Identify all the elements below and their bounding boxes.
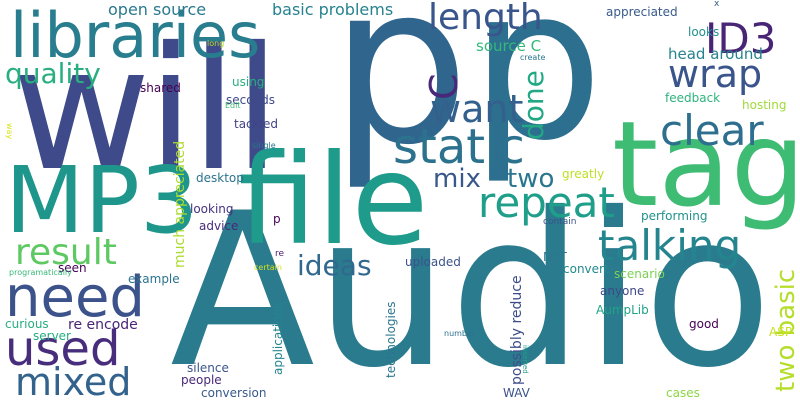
word-head-around: head around: [668, 47, 763, 62]
word-technologies: technologies: [385, 302, 397, 379]
word-p-small: p: [273, 213, 281, 225]
word-mix: mix: [433, 166, 481, 192]
word-aumplib: AumpLib: [596, 304, 649, 316]
word-length: length: [428, 0, 543, 36]
word-desktop: desktop: [196, 172, 244, 184]
word-hosting: hosting: [742, 99, 786, 111]
word-good: good: [689, 318, 719, 330]
word-people: people: [181, 374, 222, 386]
word-convert: convert: [563, 263, 609, 275]
word-server: server: [33, 330, 71, 342]
word-mixed: mixed: [15, 363, 131, 400]
word-anyone: anyone: [600, 285, 644, 297]
word-looks: looks: [688, 26, 719, 38]
word-advice: advice: [199, 220, 238, 232]
word-talking: talking: [598, 225, 741, 267]
word-tackled: tackled: [234, 118, 278, 130]
word-create: create: [520, 54, 545, 62]
word-c: C: [425, 73, 463, 100]
word-appreciated: appreciated: [606, 6, 678, 18]
word-edit: Edit: [225, 102, 241, 110]
word-greatly: greatly: [562, 168, 604, 180]
word-feedback: feedback: [665, 92, 720, 104]
word-example: example: [128, 273, 180, 285]
word-number: number: [444, 330, 475, 338]
word-source-c: source C: [476, 39, 541, 54]
word-re-encode: re encode: [68, 318, 138, 332]
word-scenario: scenario: [614, 268, 665, 280]
word-using: using: [232, 76, 264, 88]
word-long: long: [207, 40, 224, 48]
word-conversion: conversion: [201, 387, 267, 399]
word-x: x: [714, 0, 719, 9]
word-asp: ASP: [769, 326, 792, 338]
word-basic-problems: basic problems: [272, 2, 393, 18]
word-applications: applications: [272, 303, 284, 375]
word-much-appreciated: much appreciated: [173, 141, 187, 268]
word-ideas: ideas: [297, 252, 372, 280]
word-two: two: [507, 166, 554, 192]
word-wav: WAV: [503, 387, 530, 399]
word-single: single: [252, 142, 276, 150]
word-re: re: [275, 250, 284, 259]
word-looking: looking: [190, 203, 234, 215]
word-performing: performing: [641, 210, 707, 222]
word-way: way: [5, 123, 13, 139]
word-open-source: open source: [108, 2, 206, 18]
word-contain: contain: [543, 218, 576, 227]
word-programatically: programatically: [9, 269, 72, 277]
word-inserted: inserted: [521, 345, 528, 374]
word-cases: cases: [666, 387, 700, 399]
word-certain: certain: [254, 264, 282, 272]
word-uploaded: uploaded: [405, 256, 461, 268]
word-done: done: [520, 70, 548, 140]
word-shared: shared: [140, 82, 181, 94]
word-clear: clear: [660, 110, 764, 152]
word-quality: quality: [5, 60, 101, 88]
